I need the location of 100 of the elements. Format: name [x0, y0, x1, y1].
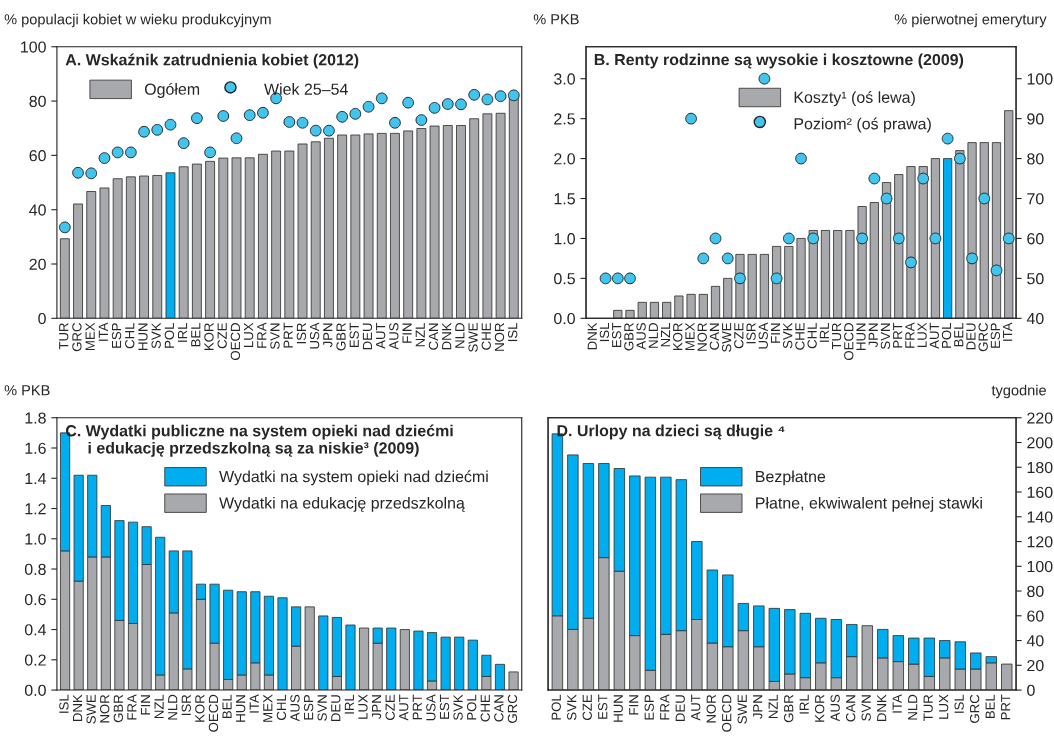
x-tick-label: NLD — [168, 694, 178, 720]
x-tick-label: ISR — [181, 694, 191, 715]
x-tick-label: FRA — [257, 322, 267, 348]
y2-tick-label: 40 — [1026, 312, 1044, 325]
x-tick-label: OECD — [208, 694, 219, 732]
text: C. Wydatki publiczne na system opieki nad dziećmi i edukację przedszkolną są za niskie³ (2009) — [65, 424, 453, 457]
bar — [881, 182, 892, 319]
bar — [376, 132, 387, 319]
bar — [456, 125, 466, 319]
y2-tick-label: 70 — [1027, 193, 1044, 205]
x-tick-label: CZE — [385, 694, 395, 720]
legend-label: Wydatki na system opieki nad dziećmi — [219, 470, 488, 486]
bar — [759, 254, 769, 319]
x-tick-label: NLD — [908, 694, 918, 720]
legend-label: Płatne, ekwiwalent pełnej stawki — [756, 496, 982, 512]
y2-tick-label: 0 — [1027, 684, 1035, 696]
x-tick-label: GRC — [507, 694, 518, 723]
y2-tick-label: 40 — [1026, 635, 1044, 647]
bar — [467, 639, 478, 691]
bar — [139, 175, 149, 319]
bar — [625, 309, 635, 319]
bar — [613, 309, 623, 319]
bar — [99, 187, 110, 319]
y-tick-label: 60 — [29, 150, 46, 162]
x-tick-label: EST — [598, 694, 608, 719]
x-tick-label: ESP — [303, 694, 314, 720]
x-tick-label: ITA — [892, 694, 902, 713]
bar — [59, 238, 70, 319]
x-tick-label: EST — [439, 694, 450, 719]
x-tick-label: LUX — [358, 694, 368, 719]
x-tick-label: TUR — [59, 323, 69, 350]
x-tick-label: POL — [164, 322, 175, 348]
bar — [112, 178, 123, 319]
x-tick-label: OECD — [844, 323, 854, 360]
x-tick-label: NZL — [415, 322, 425, 347]
x-tick-label: OECD — [230, 323, 241, 360]
x-tick-label: CHE — [795, 323, 805, 350]
x-tick-label: CHL — [125, 322, 135, 349]
y2-tick-label: 120 — [1027, 536, 1053, 548]
y2-tick-label: 100 — [1027, 560, 1053, 573]
x-tick-label: IRL — [799, 694, 809, 714]
x-tick-label: NZL — [154, 694, 164, 719]
y-tick-label: 3.0 — [554, 73, 575, 85]
x-tick-label: DNK — [587, 322, 597, 350]
bar — [508, 671, 519, 691]
y-tick-label: 0.6 — [24, 593, 46, 606]
x-tick-label: ESP — [990, 323, 1001, 348]
y2-tick-label: 140 — [1027, 511, 1053, 523]
x-tick-label: AUS — [389, 323, 399, 350]
x-tick-label: ITA — [98, 322, 108, 341]
x-tick-label: JPN — [753, 695, 763, 719]
x-tick-label: OECD — [722, 694, 732, 732]
bar — [284, 150, 295, 319]
x-tick-label: FRA — [660, 694, 670, 720]
y2-tick-label: 60 — [1027, 610, 1044, 622]
x-tick-label: CAN — [846, 695, 856, 722]
x-tick-label: USA — [426, 694, 436, 721]
bar — [686, 293, 696, 319]
bar — [191, 163, 202, 319]
x-tick-label: SWE — [737, 694, 747, 724]
legend-label: Wiek 25–54 — [264, 83, 348, 95]
x-tick-label: KOR — [673, 323, 683, 350]
bar — [231, 157, 242, 319]
x-tick-label: NZL — [660, 322, 671, 347]
y2-tick-label: 20 — [1027, 659, 1044, 672]
bar — [857, 206, 867, 319]
bar — [73, 203, 83, 319]
bar — [943, 158, 953, 319]
x-tick-label: SVK — [151, 322, 161, 349]
y-tick-label: 20 — [29, 258, 46, 270]
x-tick-label: IRL — [178, 322, 188, 342]
x-tick-label: JPN — [372, 695, 382, 719]
x-tick-label: TUR — [832, 323, 842, 350]
x-tick-label: NOR — [697, 323, 707, 351]
x-tick-label: FRA — [905, 322, 915, 348]
x-tick-label: ISL — [508, 322, 518, 342]
x-tick-label: DNK — [73, 694, 83, 721]
x-tick-label: POL — [467, 694, 477, 720]
bar — [1001, 663, 1013, 691]
y-tick-label: 0.2 — [24, 654, 46, 666]
x-tick-label: ISL — [59, 694, 69, 713]
y-tick-label: 0.0 — [24, 684, 46, 696]
bar — [662, 301, 672, 319]
x-tick-label: PRT — [283, 322, 293, 348]
x-tick-label: DEU — [675, 695, 685, 721]
bar — [979, 142, 989, 319]
x-tick-label: GBR — [624, 323, 634, 351]
y-tick-label: 0.8 — [24, 563, 46, 575]
bar — [991, 142, 1002, 319]
x-tick-label: GBR — [336, 323, 346, 351]
bar — [271, 150, 282, 319]
x-tick-label: DEU — [966, 323, 976, 350]
bar — [310, 141, 321, 319]
x-tick-label: PRT — [893, 322, 903, 348]
bar — [494, 663, 506, 691]
bar — [784, 246, 794, 319]
x-tick-label: FIN — [402, 323, 412, 343]
y-tick-label: 1.0 — [25, 533, 46, 545]
chart-title: A. Wskaźnik zatrudnienia kobiet (2012) — [65, 53, 359, 69]
x-tick-label: ITA — [1003, 322, 1013, 341]
